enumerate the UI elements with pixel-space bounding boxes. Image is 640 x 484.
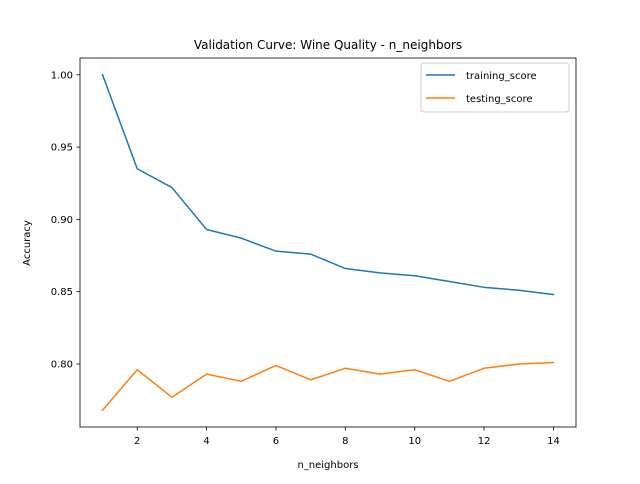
x-tick-label: 2 — [134, 436, 140, 447]
y-tick-label: 1.00 — [51, 70, 73, 81]
x-axis-label: n_neighbors — [297, 460, 358, 471]
x-ticks: 2 4 6 8 10 12 14 — [134, 427, 560, 447]
y-tick-label: 0.80 — [51, 359, 73, 370]
series-layer — [101, 73, 555, 412]
series-line-testing-score — [101, 361, 555, 412]
y-tick-label: 0.90 — [51, 215, 73, 226]
legend-label-testing: testing_score — [466, 94, 533, 105]
legend-label-training: training_score — [466, 71, 537, 82]
y-tick-label: 0.95 — [51, 143, 73, 154]
y-ticks: 0.80 0.85 0.90 0.95 1.00 — [51, 70, 80, 370]
legend-box — [420, 62, 570, 113]
x-tick-label: 6 — [273, 436, 279, 447]
x-tick-label: 10 — [408, 436, 421, 447]
x-tick-label: 8 — [342, 436, 348, 447]
plot-area: 2 4 6 8 10 12 14 0.80 0.85 0.90 0.95 1.00 — [51, 57, 577, 447]
x-tick-label: 12 — [478, 436, 491, 447]
y-tick-label: 0.85 — [51, 287, 73, 298]
legend: training_score testing_score — [420, 62, 570, 113]
x-tick-label: 14 — [547, 436, 560, 447]
x-tick-label: 4 — [203, 436, 209, 447]
chart-title: Validation Curve: Wine Quality - n_neigh… — [194, 38, 462, 52]
axes-frame — [79, 57, 577, 428]
series-line-training-score — [101, 73, 555, 296]
y-axis-label: Accuracy — [22, 220, 33, 266]
